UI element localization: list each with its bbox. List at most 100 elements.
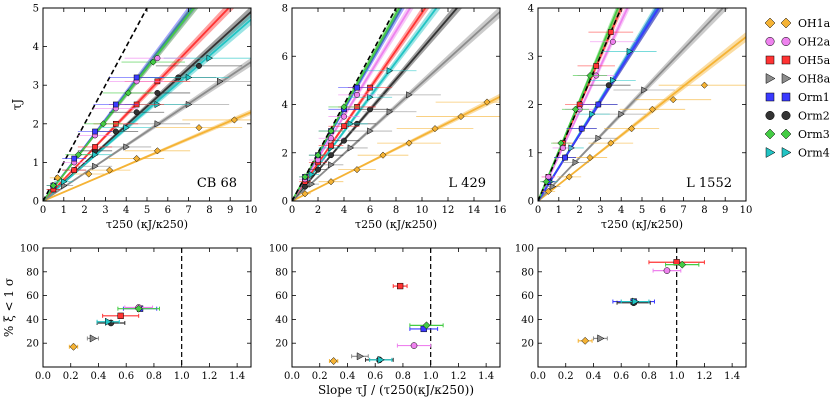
- panel-title: L 429: [448, 176, 486, 191]
- panel-plot-area: [43, 8, 251, 201]
- data-point: [607, 139, 615, 147]
- fit-band-orm1: [292, 8, 405, 201]
- x-tick-label: 1: [61, 205, 67, 216]
- summary-point-oh2a: [396, 342, 432, 349]
- data-point: [301, 190, 309, 198]
- fit-band-orm4: [43, 14, 251, 201]
- y-tick-label: 80: [275, 267, 288, 278]
- fit-line-orm2: [292, 8, 459, 201]
- data-point: [153, 147, 161, 155]
- legend-marker: [765, 111, 775, 120]
- data-point: [328, 152, 334, 159]
- x-tick-label: 10: [416, 205, 429, 216]
- data-point: [315, 166, 321, 173]
- data-point: [302, 183, 308, 190]
- data-point: [60, 178, 68, 186]
- data-point: [230, 116, 238, 124]
- y-tick-label: 60: [26, 291, 39, 302]
- data-point: [154, 120, 162, 128]
- x-tick-label: 0.2: [63, 371, 79, 382]
- data-point: [301, 173, 309, 181]
- x-tick-label: 0.0: [35, 371, 51, 382]
- data-point: [597, 334, 605, 343]
- legend-marker: [765, 55, 775, 65]
- x-tick-label: 0.0: [284, 371, 300, 382]
- legend-entry-oh2a: OH2a: [765, 36, 831, 49]
- summary-point-oh1a: [68, 342, 79, 351]
- x-tick-label: 1.0: [423, 371, 439, 382]
- data-point: [105, 317, 113, 326]
- axes-frame: [537, 247, 747, 368]
- x-tick-label: 0.6: [613, 371, 629, 382]
- summary-panel-2: 0.0 0.2 0.4 0.6 0.8 1.0 1.2 1.4 20 40 60 80 100 Slope…: [269, 244, 501, 397]
- data-point: [377, 355, 385, 364]
- summary-panel-1: 0.0 0.2 0.4 0.6 0.8 1.0 1.2 1.4 20 40 60 80 100 % ξ <…: [2, 244, 252, 382]
- legend-marker: [765, 92, 775, 102]
- data-point: [340, 103, 348, 111]
- x-tick-label: 9: [227, 205, 233, 216]
- data-point: [328, 142, 334, 149]
- data-point: [329, 357, 338, 366]
- data-point: [206, 54, 214, 62]
- data-point: [422, 321, 431, 330]
- data-point: [669, 96, 677, 104]
- legend-label: Orm3: [798, 128, 830, 141]
- summary-point-orm1: [409, 325, 439, 333]
- data-point: [565, 173, 573, 181]
- data-point: [196, 62, 202, 69]
- data-point: [328, 135, 334, 142]
- y-tick-label: 60: [275, 291, 288, 302]
- data-point: [641, 86, 648, 94]
- data-point: [410, 342, 418, 349]
- data-point: [557, 139, 565, 147]
- data-point: [341, 137, 347, 144]
- summary-point-oh5a: [392, 282, 408, 290]
- panel-plot-area: [292, 8, 500, 201]
- data-point: [457, 113, 465, 121]
- x-tick-label: 1.4: [478, 371, 494, 382]
- summary-point-orm4: [620, 297, 650, 306]
- data-point: [397, 282, 404, 290]
- summary-point-oh1a: [577, 336, 593, 345]
- y-tick-label: 1: [33, 158, 39, 169]
- fit-line-oh5a: [538, 8, 623, 201]
- data-point: [341, 113, 347, 120]
- data-point: [154, 55, 161, 62]
- y-tick-label: 20: [26, 339, 39, 350]
- x-tick-label: 2: [576, 205, 582, 216]
- x-tick-label: 7: [185, 205, 191, 216]
- summary-point-oh8a: [351, 352, 369, 361]
- legend-entry-oh8a: OH8a: [765, 73, 831, 86]
- legend-label: Orm4: [798, 147, 830, 160]
- x-tick-label: 8: [206, 205, 212, 216]
- y-tick-label: 0: [33, 197, 39, 208]
- panel-title: L 1552: [686, 176, 732, 191]
- data-point: [85, 170, 93, 178]
- x-axis-label: Slope τJ / (τ250(κJ/κ250)): [318, 383, 474, 397]
- data-point: [216, 77, 224, 85]
- data-point: [124, 89, 132, 97]
- y-tick-label: 100: [20, 244, 39, 255]
- data-point: [69, 342, 78, 351]
- x-tick-label: 14: [468, 205, 481, 216]
- series-oh1a: [49, 116, 251, 182]
- fit-line-oh1a: [538, 36, 746, 201]
- summary-point-orm4: [96, 317, 120, 326]
- fit-line-oh1a: [43, 111, 251, 201]
- panel-l-429: 0 2 4 6 8 10 12 14 16 0 2 4 6 8 τ250 (κJ/κ250) L 429: [282, 4, 507, 232]
- data-point: [595, 134, 603, 142]
- fit-band-oh1a: [43, 109, 251, 201]
- x-tick-label: 9: [722, 205, 728, 216]
- summary-point-orm4: [369, 355, 393, 364]
- x-tick-label: 0.6: [118, 371, 134, 382]
- panel-plot-area: [538, 8, 746, 201]
- y-tick-label: 20: [521, 339, 534, 350]
- data-point: [133, 74, 140, 81]
- y-axis-label: % ξ < 1 σ: [2, 278, 16, 337]
- x-tick-label: 0.4: [91, 371, 107, 382]
- y-tick-label: 2: [33, 119, 39, 130]
- fit-line-orm3: [538, 8, 619, 201]
- x-tick-label: 1.0: [669, 371, 685, 382]
- data-point: [123, 143, 130, 151]
- data-point: [133, 109, 140, 116]
